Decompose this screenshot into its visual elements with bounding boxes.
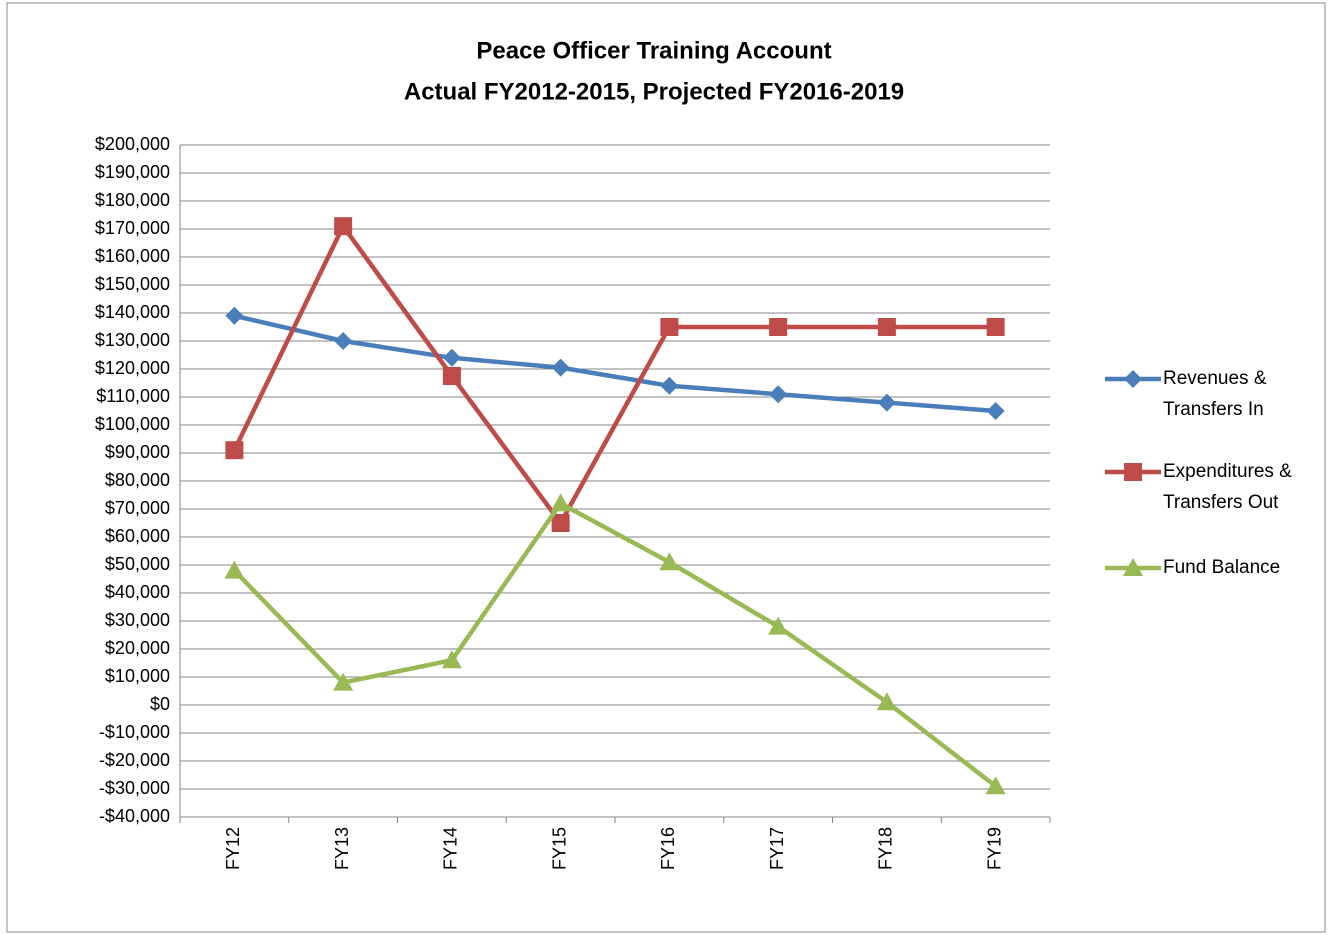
marker — [551, 514, 570, 532]
y-tick-label: $80,000 — [105, 470, 170, 490]
marker — [334, 332, 353, 350]
y-tick-label: $60,000 — [105, 526, 170, 546]
y-tick-label: $30,000 — [105, 610, 170, 630]
marker — [659, 552, 680, 571]
marker — [442, 367, 461, 385]
marker — [551, 358, 570, 377]
marker — [877, 393, 896, 412]
y-tick-label: -$20,000 — [99, 750, 170, 770]
marker — [769, 318, 788, 336]
y-tick-label: -$30,000 — [99, 778, 170, 798]
marker — [876, 692, 897, 711]
y-tick-label: $110,000 — [96, 386, 170, 406]
x-tick-label: FY12 — [223, 827, 243, 870]
y-tick-label: $150,000 — [95, 274, 170, 294]
marker — [334, 217, 353, 236]
x-tick-label: FY17 — [767, 827, 787, 870]
marker — [224, 560, 245, 579]
legend-swatch — [1105, 558, 1161, 576]
legend-label: Revenues & Transfers In — [1163, 368, 1267, 420]
marker — [441, 650, 462, 669]
legend-swatch — [1105, 370, 1161, 388]
x-tick-label: FY18 — [876, 827, 896, 870]
y-tick-label: $90,000 — [105, 442, 170, 462]
y-tick-label: $170,000 — [95, 218, 170, 238]
marker — [1123, 558, 1143, 576]
y-tick-label: $40,000 — [105, 582, 170, 602]
marker — [225, 306, 244, 325]
marker — [986, 402, 1005, 420]
y-tick-label: $10,000 — [105, 666, 170, 686]
series-line — [232, 223, 996, 526]
y-tick-label: $20,000 — [105, 638, 170, 658]
marker — [333, 672, 354, 691]
y-tick-label: -$10,000 — [99, 722, 170, 742]
marker — [550, 493, 571, 512]
chart-subtitle: Actual FY2012-2015, Projected FY2016-201… — [404, 78, 904, 105]
y-tick-label: $180,000 — [95, 190, 170, 210]
chart-frame — [6, 2, 1326, 933]
y-tick-label: $100,000 — [95, 414, 170, 434]
x-tick-label: FY16 — [658, 827, 678, 870]
y-tick-label: $160,000 — [95, 246, 170, 266]
y-tick-label: $140,000 — [95, 302, 170, 322]
chart-title: Peace Officer Training Account — [476, 37, 831, 64]
legend-label: Fund Balance — [1163, 557, 1281, 578]
marker — [769, 385, 788, 404]
marker — [660, 376, 679, 395]
y-tick-label: $120,000 — [95, 358, 170, 378]
marker — [986, 318, 1005, 336]
x-tick-label: FY14 — [441, 827, 461, 870]
x-tick-label: FY13 — [332, 827, 352, 870]
marker — [225, 441, 244, 460]
marker — [442, 348, 461, 367]
marker — [1124, 370, 1142, 388]
series-line — [232, 501, 998, 788]
y-tick-label: $200,000 — [95, 134, 170, 154]
y-tick-label: -$40,000 — [99, 806, 170, 826]
marker — [660, 318, 679, 336]
y-tick-label: $70,000 — [105, 498, 170, 518]
y-tick-label: $190,000 — [95, 162, 170, 182]
series-line — [233, 313, 996, 414]
marker — [1124, 463, 1142, 481]
legend-swatch — [1105, 463, 1161, 481]
y-tick-label: $50,000 — [105, 554, 170, 574]
marker — [985, 776, 1006, 795]
marker — [877, 318, 896, 336]
y-tick-label: $130,000 — [95, 330, 170, 350]
legend-label: Expenditures & Transfers Out — [1163, 461, 1292, 513]
x-tick-label: FY15 — [549, 827, 569, 870]
y-tick-label: $0 — [150, 694, 170, 714]
x-tick-label: FY19 — [984, 827, 1004, 870]
marker — [768, 616, 789, 635]
